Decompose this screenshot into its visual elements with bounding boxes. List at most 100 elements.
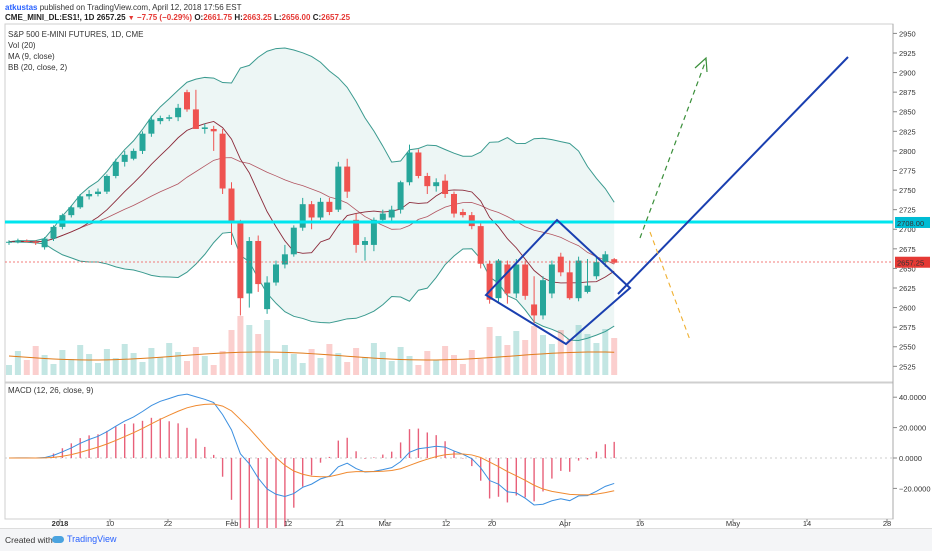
candle (531, 276, 538, 324)
volume-bar (103, 349, 110, 375)
macd-tick-label: −20.0000 (899, 484, 931, 493)
bullish-arrow-path[interactable] (639, 59, 707, 239)
legend-ma[interactable]: MA (9, close) (8, 52, 55, 61)
candle-body (602, 254, 609, 263)
candle (415, 149, 422, 179)
level-price-tag (895, 216, 930, 228)
candle (103, 174, 110, 194)
volume-bar (290, 354, 297, 375)
candle (299, 197, 306, 231)
volume-bar (566, 339, 573, 375)
volume-bar (504, 345, 511, 375)
open-label: O: (194, 13, 204, 22)
diamond-pattern[interactable] (484, 218, 632, 346)
drawing-tools (5, 56, 893, 346)
candle-body (326, 201, 333, 213)
candle (548, 260, 555, 299)
candle (14, 238, 21, 244)
price-tick-label: 2675 (899, 245, 916, 254)
time-tick-label: 12 (284, 519, 292, 528)
bullish-arrow-head-icon (694, 56, 708, 73)
candle (611, 258, 618, 264)
time-tick-label: Mar (379, 519, 392, 528)
chart-canvas[interactable]: 2525 2550 2575 2600 2625 2650 2675 2700 2725 2750… (0, 0, 932, 528)
volume-bar (442, 346, 449, 375)
candle (166, 114, 173, 122)
volume-bar (433, 360, 440, 375)
time-tick-label: Apr (559, 519, 571, 528)
tradingview-brand: TradingView (67, 534, 117, 544)
tradingview-link[interactable]: TradingView (52, 534, 117, 544)
legend-volume[interactable]: Vol (20) (8, 41, 36, 50)
candle-body (513, 264, 520, 294)
volume-bar (139, 362, 146, 375)
candle (246, 237, 253, 308)
candle (184, 89, 190, 112)
candle (557, 252, 564, 277)
candle-body (273, 264, 279, 283)
candle-body (228, 188, 235, 223)
candle-body (584, 285, 591, 292)
candle-body (32, 241, 39, 243)
author-link[interactable]: atkustas (5, 3, 38, 12)
price-tick-label: 2775 (899, 166, 916, 175)
candle-body (290, 227, 297, 255)
volume-bar (148, 348, 155, 375)
volume-bar (406, 356, 413, 375)
time-axis-labels: 2018 10 22 Feb 12 21 Mar 12 20 Apr 16 May 14 28 (52, 519, 891, 528)
bearish-path-line[interactable] (649, 231, 691, 341)
time-tick-label: 12 (442, 519, 450, 528)
symbol-label: CME_MINI_DL:ES1!, 1D (5, 13, 95, 22)
price-tick-label: 2600 (899, 304, 916, 313)
macd-line (8, 393, 615, 506)
candle-body (548, 264, 555, 294)
candle-body (531, 304, 538, 316)
publish-info: atkustas published on TradingView.com, A… (5, 3, 241, 12)
price-pane[interactable] (4, 23, 894, 383)
candle (130, 148, 137, 161)
candle (23, 239, 30, 243)
volume-bar (540, 335, 546, 375)
candle-body (50, 226, 57, 239)
legend-title: S&P 500 E-MINI FUTURES, 1D, CME (8, 30, 144, 39)
volume-bar (264, 320, 271, 375)
candle (175, 103, 182, 122)
level-price-label: 2708.00 (897, 219, 924, 228)
trend-projection-line[interactable] (617, 56, 849, 295)
volume-bar (157, 357, 164, 375)
footer-bar: Created with TradingView (0, 528, 932, 551)
high-label: H: (234, 13, 243, 22)
legend-macd[interactable]: MACD (12, 26, close, 9) (8, 386, 94, 395)
chart-header: atkustas published on TradingView.com, A… (0, 0, 932, 24)
volume-ma-line (8, 351, 615, 361)
candle-body (139, 133, 146, 151)
candle-body (112, 161, 119, 176)
legend-bb[interactable]: BB (20, close, 2) (8, 63, 68, 72)
created-with-text: Created with (5, 535, 53, 545)
high-value: 2663.25 (242, 13, 272, 22)
candle (201, 123, 208, 134)
volume-bar (495, 336, 502, 375)
time-tick-label: 22 (164, 519, 172, 528)
volume-bar (41, 355, 48, 375)
macd-pane[interactable] (4, 382, 894, 520)
candle (406, 144, 413, 186)
candle-body (540, 280, 546, 316)
candle-body (451, 193, 457, 214)
bb-lower-line (8, 231, 615, 341)
price-tags: 2708.00 2657.25 (895, 216, 930, 268)
macd-axis-labels: −20.0000 0.0000 20.0000 40.0000 (893, 393, 931, 493)
candle (442, 174, 449, 198)
volume-bar (23, 360, 30, 375)
volume-bar (86, 354, 93, 375)
candle (362, 237, 368, 261)
volume-bar (255, 334, 262, 375)
macd-indicator (5, 393, 893, 528)
time-tick-label: 2018 (52, 519, 69, 528)
volume-bar (210, 365, 217, 375)
candle (157, 115, 164, 125)
price-tick-label: 2750 (899, 186, 916, 195)
candle-body (611, 259, 618, 263)
price-tick-label: 2575 (899, 323, 916, 332)
bb-upper-line (8, 47, 615, 243)
